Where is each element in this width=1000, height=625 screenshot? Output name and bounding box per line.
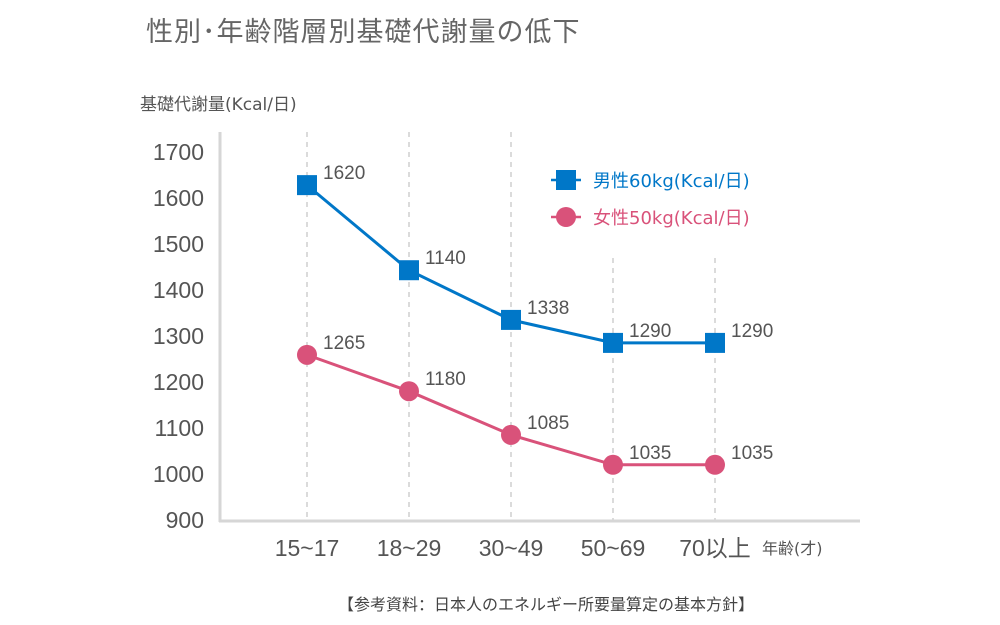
data-point-square <box>705 332 725 353</box>
x-tick-label: 15~17 <box>275 535 340 561</box>
data-point-circle <box>501 424 521 445</box>
chart-title: 性別･年齢階層別基礎代謝量の低下 <box>146 17 581 48</box>
data-point-circle <box>705 454 725 475</box>
data-label: 1290 <box>731 321 773 342</box>
x-tick-label: 50~69 <box>581 535 646 561</box>
x-tick-label: 18~29 <box>377 535 442 561</box>
series-0: 1620 1140 1338 1290 1290 <box>297 163 773 353</box>
data-label: 1180 <box>425 369 466 390</box>
legend-label: 男性60kg(Kcal/日) <box>593 171 750 192</box>
data-label: 1338 <box>527 298 569 319</box>
data-label: 1620 <box>323 163 365 184</box>
data-label: 1140 <box>425 248 466 269</box>
legend: 男性60kg(Kcal/日) 女性50kg(Kcal/日) <box>551 170 750 229</box>
x-tick-label: 30~49 <box>479 535 544 561</box>
y-tick-label: 1500 <box>153 231 204 257</box>
data-label: 1035 <box>731 443 773 464</box>
y-tick-label: 1300 <box>153 323 204 349</box>
y-tick-label: 1700 <box>153 139 204 165</box>
data-point-square <box>501 309 521 330</box>
data-point-circle <box>603 454 623 475</box>
x-axis-label: 年齢(才) <box>762 539 823 558</box>
data-point-square <box>297 175 317 196</box>
series-group: 1620 1140 1338 1290 1290 1265 1180 1085 1035 1035 <box>297 163 773 475</box>
y-axis-label: 基礎代謝量(Kcal/日) <box>140 95 297 115</box>
y-tick-label: 1200 <box>153 369 204 395</box>
source-note: 【参考資料：日本人のエネルギー所要量算定の基本方針】 <box>338 595 755 614</box>
data-point-circle <box>399 381 419 402</box>
x-tick-labels: 15~17 18~29 30~49 50~69 70以上 <box>275 535 751 561</box>
series-1: 1265 1180 1085 1035 1035 <box>297 333 773 475</box>
data-point-square <box>399 260 419 281</box>
x-tick-label: 70以上 <box>679 535 751 561</box>
data-point-square <box>603 332 623 353</box>
data-label: 1085 <box>527 413 569 434</box>
legend-label: 女性50kg(Kcal/日) <box>593 208 750 229</box>
data-label: 1035 <box>629 443 671 464</box>
y-tick-labels: 1700 1600 1500 1400 1300 1200 1100 1000 900 <box>153 139 204 533</box>
y-tick-label: 1600 <box>153 185 204 211</box>
y-tick-label: 1000 <box>153 461 204 487</box>
y-tick-label: 1100 <box>155 415 204 441</box>
data-label: 1290 <box>629 321 671 342</box>
legend-item-0: 男性60kg(Kcal/日) <box>551 170 750 192</box>
legend-circle-marker <box>556 207 576 227</box>
data-label: 1265 <box>323 333 365 354</box>
legend-item-1: 女性50kg(Kcal/日) <box>551 207 750 229</box>
y-tick-label: 900 <box>166 507 204 533</box>
data-point-circle <box>297 344 317 365</box>
y-tick-label: 1400 <box>153 277 204 303</box>
legend-square-marker <box>556 170 576 190</box>
